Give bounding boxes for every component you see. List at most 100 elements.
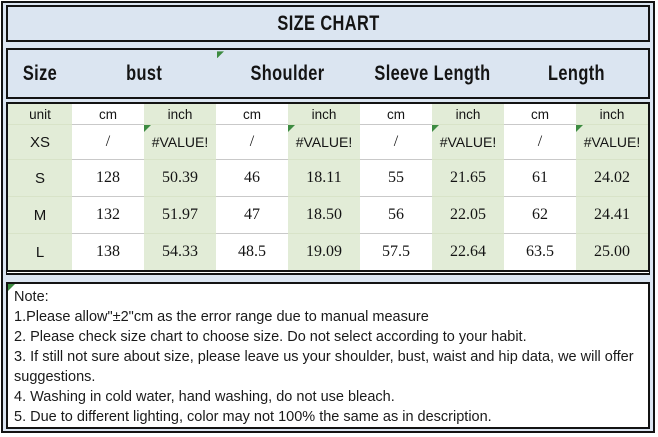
cell-text: unit [29, 106, 51, 122]
cell-text: 138 [96, 243, 120, 260]
cell-text: #VALUE! [583, 134, 641, 150]
cell-text: #VALUE! [439, 134, 497, 150]
value-cell: 138 [72, 233, 144, 270]
value-cell: 24.02 [576, 159, 648, 196]
unit-cell: inch [144, 104, 216, 124]
cell-text: cm [243, 106, 261, 122]
value-cell: 47 [216, 196, 288, 233]
value-cell: #VALUE! [144, 124, 216, 159]
value-cell: 18.11 [288, 159, 360, 196]
value-cell: 132 [72, 196, 144, 233]
note-item: 5. Due to different lighting, color may … [14, 409, 492, 425]
note-item: 4. Washing in cold water, hand washing, … [14, 389, 395, 405]
value-cell: 19.09 [288, 233, 360, 270]
notes-heading: Note: [14, 289, 49, 305]
cell-text: 22.64 [450, 243, 486, 260]
unit-cell: inch [288, 104, 360, 124]
cell-text: / [537, 133, 543, 150]
cell-text: 55 [388, 169, 404, 186]
cell-text: / [105, 133, 111, 150]
unit-cell: inch [432, 104, 504, 124]
unit-label-cell: unit [8, 104, 72, 124]
unit-cell: inch [576, 104, 648, 124]
cell-text: / [249, 133, 255, 150]
value-cell: / [360, 124, 432, 159]
value-cell: 62 [504, 196, 576, 233]
value-cell: #VALUE! [576, 124, 648, 159]
size-chart-title: SIZE CHART [276, 11, 380, 35]
cell-text: cm [99, 106, 117, 122]
column-header-label: bust [125, 61, 163, 85]
column-header-label: Size [22, 61, 58, 85]
cell-text: 47 [244, 206, 260, 223]
value-cell: 24.41 [576, 196, 648, 233]
column-header-length: Length [504, 50, 648, 97]
cell-text: cm [531, 106, 549, 122]
cell-text: S [34, 169, 45, 187]
cell-text: 54.33 [162, 243, 198, 260]
cell-text: inch [599, 106, 625, 122]
value-cell: 55 [360, 159, 432, 196]
column-header-size: Size [8, 50, 72, 97]
cell-text: 51.97 [162, 206, 198, 223]
column-header-shoulder: Shoulder [216, 50, 360, 97]
value-cell: 61 [504, 159, 576, 196]
note-item: 2. Please check size chart to choose siz… [14, 329, 527, 345]
unit-cell: cm [72, 104, 144, 124]
value-cell: 22.05 [432, 196, 504, 233]
error-indicator-icon [8, 284, 15, 291]
cell-text: inch [455, 106, 481, 122]
cell-text: cm [387, 106, 405, 122]
cell-text: 18.11 [306, 169, 342, 186]
cell-text: 63.5 [526, 243, 554, 260]
note-item: 3. If still not sure about size, please … [14, 349, 634, 385]
cell-text: 24.02 [594, 169, 630, 186]
cell-text: #VALUE! [151, 134, 209, 150]
error-indicator-icon [576, 125, 583, 132]
value-cell: 25.00 [576, 233, 648, 270]
value-cell: / [72, 124, 144, 159]
cell-text: 57.5 [382, 243, 410, 260]
error-indicator-icon [432, 125, 439, 132]
column-header-label: Shoulder [250, 61, 326, 85]
size-label-cell: XS [8, 124, 72, 159]
cell-text: 56 [388, 206, 404, 223]
size-label-cell: L [8, 233, 72, 270]
notes-box: Note: 1.Please allow"±2"cm as the error … [6, 282, 650, 429]
size-table-header: Size bust Shoulder Sleeve Length Length [6, 48, 650, 99]
value-cell: 51.97 [144, 196, 216, 233]
value-cell: 54.33 [144, 233, 216, 270]
value-cell: 128 [72, 159, 144, 196]
column-header-label: Sleeve Length [373, 61, 491, 85]
cell-text: 21.65 [450, 169, 486, 186]
column-header-label: Length [547, 61, 605, 85]
size-label-cell: S [8, 159, 72, 196]
cell-text: 18.50 [306, 206, 342, 223]
value-cell: 18.50 [288, 196, 360, 233]
cell-text: inch [167, 106, 193, 122]
cell-text: 46 [244, 169, 260, 186]
error-indicator-icon [217, 51, 224, 59]
notes-list: 1.Please allow"±2"cm as the error range … [14, 307, 642, 427]
size-label-cell: M [8, 196, 72, 233]
error-indicator-icon [288, 125, 295, 132]
note-item: 1.Please allow"±2"cm as the error range … [14, 309, 429, 325]
column-header-sleeve-length: Sleeve Length [360, 50, 504, 97]
size-chart-title-box: SIZE CHART [6, 5, 650, 43]
value-cell: 48.5 [216, 233, 288, 270]
value-cell: #VALUE! [432, 124, 504, 159]
cell-text: 128 [96, 169, 120, 186]
value-cell: 56 [360, 196, 432, 233]
cell-text: XS [29, 133, 50, 151]
cell-text: 25.00 [594, 243, 630, 260]
unit-cell: cm [504, 104, 576, 124]
cell-text: 22.05 [450, 206, 486, 223]
value-cell: 63.5 [504, 233, 576, 270]
cell-text: 24.41 [594, 206, 630, 223]
value-cell: / [504, 124, 576, 159]
value-cell: 50.39 [144, 159, 216, 196]
value-cell: 21.65 [432, 159, 504, 196]
value-cell: 46 [216, 159, 288, 196]
size-table-grid: unit cm inch cm inch cm inch cm inch XS / #VALUE! / #… [6, 102, 650, 275]
